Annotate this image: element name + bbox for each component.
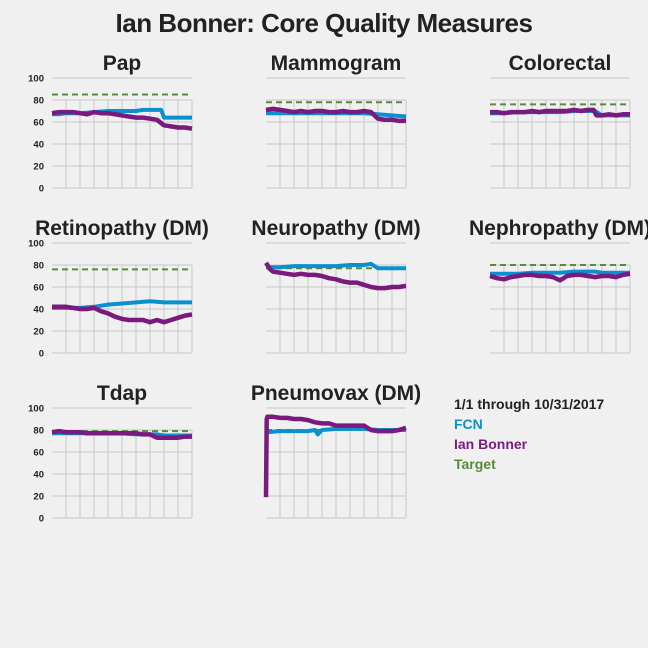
- tdap-ytick-label: 40: [33, 470, 44, 481]
- nephropathy-dm-fcn-line: [490, 269, 630, 276]
- pap-ytick-label: 60: [33, 118, 44, 129]
- mammogram-title: Mammogram: [271, 52, 402, 75]
- pap-ytick-label: 40: [33, 140, 44, 151]
- legend: 1/1 through 10/31/2017 FCN Ian Bonner Ta…: [454, 394, 604, 474]
- legend-provider: Ian Bonner: [454, 436, 528, 452]
- tdap-title: Tdap: [97, 382, 147, 405]
- pap-ytick-label: 0: [39, 184, 44, 195]
- retinopathy-dm-ytick-label: 80: [33, 261, 44, 272]
- pap-ytick-label: 80: [33, 96, 44, 107]
- legend-fcn: FCN: [454, 416, 483, 432]
- retinopathy-dm-ytick-label: 40: [33, 305, 44, 316]
- neuropathy-dm-provider-line: [264, 261, 407, 291]
- mammogram-provider-line: [265, 106, 406, 124]
- pneumovax-dm-provider-line: [263, 414, 407, 498]
- tdap-ytick-label: 0: [39, 514, 44, 525]
- tdap-ytick-label: 80: [33, 426, 44, 437]
- retinopathy-dm-title: Retinopathy (DM): [35, 217, 209, 240]
- nephropathy-dm-title: Nephropathy (DM): [469, 217, 648, 240]
- nephropathy-dm-provider-line: [489, 271, 631, 283]
- tdap-ytick-label: 60: [33, 448, 44, 459]
- pap-provider-line: [51, 109, 193, 131]
- pap-ytick-label: 20: [33, 162, 44, 173]
- tdap-ytick-label: 20: [33, 492, 44, 503]
- legend-period: 1/1 through 10/31/2017: [454, 396, 605, 412]
- pap-ytick-label: 100: [28, 74, 44, 85]
- retinopathy-dm-ytick-label: 60: [33, 283, 44, 294]
- pap-title: Pap: [103, 52, 142, 75]
- neuropathy-dm-fcn-line: [266, 261, 406, 271]
- retinopathy-dm-ytick-label: 20: [33, 327, 44, 338]
- retinopathy-dm-ytick-label: 0: [39, 349, 44, 360]
- neuropathy-dm-title: Neuropathy (DM): [251, 217, 420, 240]
- tdap-ytick-label: 100: [28, 404, 44, 415]
- legend-target: Target: [454, 456, 496, 472]
- colorectal-provider-line: [490, 107, 630, 118]
- colorectal-title: Colorectal: [509, 52, 612, 75]
- page-title: Ian Bonner: Core Quality Measures: [115, 8, 533, 38]
- retinopathy-dm-ytick-label: 100: [28, 239, 44, 250]
- tdap-provider-line: [51, 428, 192, 440]
- pneumovax-dm-title: Pneumovax (DM): [251, 382, 421, 405]
- retinopathy-dm-provider-line: [52, 304, 193, 325]
